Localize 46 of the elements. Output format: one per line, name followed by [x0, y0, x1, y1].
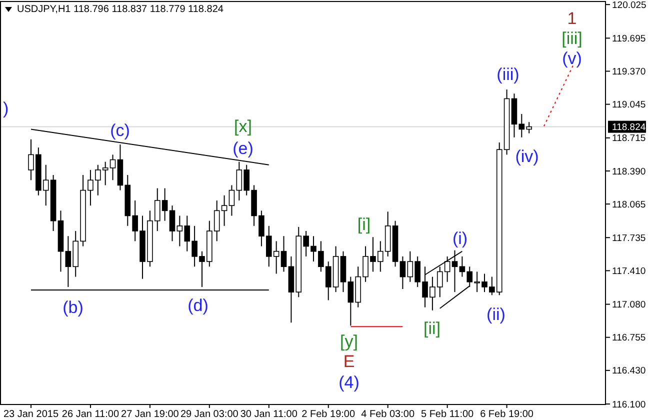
annotation: (v) [562, 48, 582, 68]
y-tick-label: 120.025 [612, 0, 646, 11]
x-tick-label: 29 Jan 03:00 [180, 409, 239, 420]
annotation: (iii) [496, 64, 520, 84]
candlestick [169, 205, 176, 242]
annotation: [x] [234, 116, 252, 136]
y-tick-label: 117.735 [612, 232, 646, 244]
annotation: (4) [338, 372, 360, 392]
candlestick [110, 154, 116, 181]
x-tick-label: 26 Jan 11:00 [62, 409, 120, 420]
y-tick-label: 119.695 [612, 33, 646, 44]
annotation: (c) [110, 120, 130, 140]
x-tick-label: 5 Feb 11:00 [420, 409, 474, 420]
y-tick-label: 117.410 [612, 266, 646, 278]
annotation: (i) [452, 228, 468, 248]
annotation: (e) [232, 138, 254, 158]
text: ) [3, 98, 9, 118]
annotation: 1 [567, 8, 577, 28]
x-tick-label: 30 Jan 11:00 [240, 409, 298, 420]
chart-title: USDJPY,H1 118.796 118.837 118.779 118.824 [17, 4, 224, 15]
x-tick-label: 6 Feb 19:00 [480, 409, 534, 420]
annotation: E [343, 352, 355, 371]
annotation: [i] [357, 214, 371, 234]
y-tick-label: 117.080 [612, 300, 646, 311]
annotation: (iv) [515, 146, 539, 166]
annotation: [iii] [562, 28, 582, 48]
y-tick-label: 118.390 [612, 166, 646, 178]
y-tick-label: 116.430 [612, 366, 646, 377]
annotation: (ii) [486, 304, 506, 324]
y-tick-label: 116.755 [612, 332, 646, 344]
ref-line-label: 118.824 [612, 122, 646, 134]
x-tick-label: 4 Feb 03:00 [361, 409, 415, 420]
annotation: (b) [62, 298, 84, 317]
annotation: [y] [340, 332, 358, 351]
x-tick-label: 2 Feb 19:00 [302, 409, 356, 420]
y-tick-label: 116.100 [612, 399, 646, 410]
annotation: [ii] [424, 318, 440, 338]
y-tick-label: 119.045 [612, 100, 646, 111]
x-tick-label: 23 Jan 2015 [3, 409, 59, 420]
annotation: (d) [188, 296, 208, 315]
y-tick-label: 118.065 [612, 199, 646, 210]
candlestick [280, 236, 287, 272]
x-tick-label: 27 Jan 19:00 [121, 409, 180, 420]
y-tick-label: 119.370 [612, 66, 646, 78]
candlestick [228, 184, 235, 216]
y-tick-label: 118.715 [612, 133, 646, 144]
